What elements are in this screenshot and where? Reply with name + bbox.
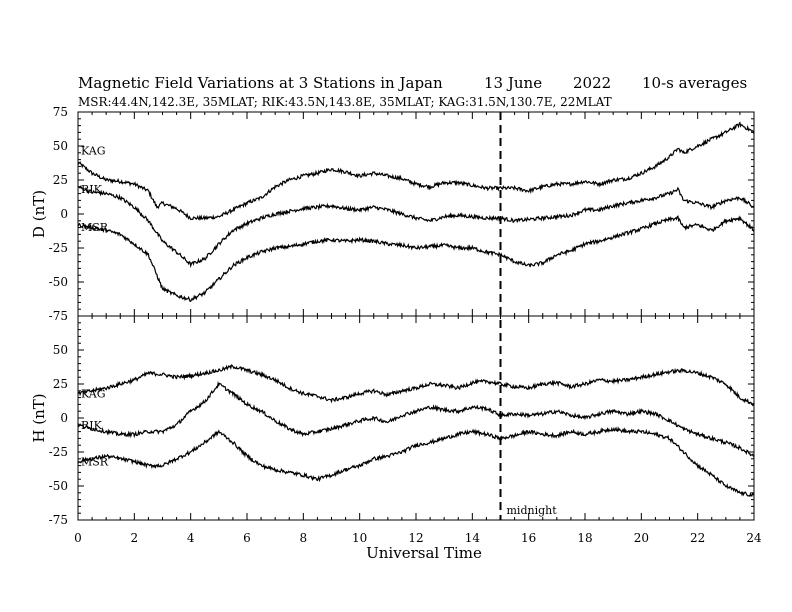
h-panel-ylabel: H (nT) bbox=[30, 393, 48, 442]
x-tick-label: 14 bbox=[465, 531, 481, 545]
chart-date: 13 June bbox=[484, 74, 542, 92]
x-tick-label: 24 bbox=[746, 531, 762, 545]
d-series-msr bbox=[77, 215, 755, 302]
h-panel-frame bbox=[77, 315, 755, 521]
h-label-msr: MSR bbox=[81, 456, 109, 469]
x-tick-label: 20 bbox=[634, 531, 649, 545]
d-label-kag: KAG bbox=[81, 144, 106, 157]
chart-header: Magnetic Field Variations at 3 Stations … bbox=[78, 74, 747, 109]
x-tick-label: 6 bbox=[243, 531, 251, 545]
chart-year: 2022 bbox=[573, 74, 611, 92]
h-ytick-label: -75 bbox=[49, 513, 68, 527]
x-tick-label: 18 bbox=[577, 531, 592, 545]
h-component-panel: 50 25 0 -25 -50 -75 KAG RIK MSR H (nT) bbox=[30, 315, 755, 527]
x-tick-label: 0 bbox=[74, 531, 82, 545]
chart-stations-line: MSR:44.4N,142.3E, 35MLAT; RIK:43.5N,143.… bbox=[78, 95, 612, 109]
x-tick-label: 8 bbox=[300, 531, 308, 545]
h-label-kag: KAG bbox=[81, 388, 106, 401]
h-ytick-label: -25 bbox=[49, 445, 68, 459]
d-series-kag bbox=[77, 121, 755, 221]
d-ytick-label: 0 bbox=[60, 207, 68, 221]
x-tick-label: 4 bbox=[187, 531, 195, 545]
x-tick-label: 12 bbox=[408, 531, 423, 545]
h-series-rik bbox=[77, 380, 755, 458]
d-ytick-label: 75 bbox=[53, 105, 68, 119]
x-axis-label: Universal Time bbox=[366, 544, 482, 562]
x-tick-label: 10 bbox=[352, 531, 367, 545]
x-axis: 0 2 4 6 8 10 12 14 16 18 20 22 24 bbox=[74, 531, 762, 545]
h-ytick-label: 0 bbox=[60, 411, 68, 425]
d-ytick-label: 25 bbox=[53, 173, 68, 187]
chart-title: Magnetic Field Variations at 3 Stations … bbox=[78, 74, 443, 92]
d-component-panel: 75 50 25 0 -25 -50 -75 KAG RIK MSR D (nT) bbox=[30, 105, 755, 323]
x-tick-label: 2 bbox=[131, 531, 139, 545]
d-panel-frame bbox=[77, 111, 755, 317]
x-tick-label: 22 bbox=[690, 531, 705, 545]
d-panel-ylabel: D (nT) bbox=[30, 190, 48, 238]
d-label-rik: RIK bbox=[81, 183, 103, 196]
h-ytick-label: 25 bbox=[53, 377, 68, 391]
d-ytick-label: 50 bbox=[53, 139, 68, 153]
x-tick-label: 16 bbox=[521, 531, 536, 545]
d-ytick-label: -25 bbox=[49, 241, 68, 255]
h-label-rik: RIK bbox=[81, 419, 103, 432]
h-series-msr bbox=[77, 426, 755, 497]
chart-averaging: 10-s averages bbox=[642, 74, 747, 92]
d-label-msr: MSR bbox=[81, 221, 109, 234]
d-ytick-label: -75 bbox=[49, 309, 68, 323]
h-ytick-label: -50 bbox=[49, 479, 68, 493]
h-ytick-label: 50 bbox=[53, 343, 68, 357]
midnight-annotation: midnight bbox=[507, 504, 558, 517]
d-ytick-label: -50 bbox=[49, 275, 68, 289]
h-series-kag bbox=[77, 364, 755, 407]
d-series-rik bbox=[77, 185, 755, 269]
